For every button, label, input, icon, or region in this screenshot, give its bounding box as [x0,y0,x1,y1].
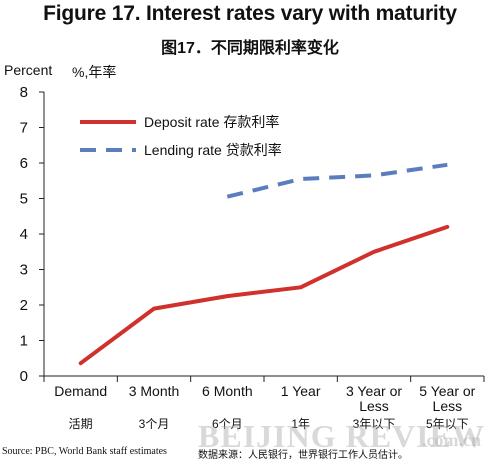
x-tick-label-cn: 活期 [69,417,93,431]
x-tick-label: 5 Year or [419,383,475,399]
y-tick-label: 8 [20,84,28,101]
chart-subtitle: 图17．不同期限利率变化 [161,40,339,57]
x-tick-label: 3 Year or [346,383,402,399]
legend-label-1: Lending rate 贷款利率 [144,142,282,158]
x-tick-label-cn: 3年以下 [353,417,396,431]
x-tick-label-cn: 1年 [291,417,310,431]
source-note: Source: PBC, World Bank staff estimates [2,446,167,457]
x-tick-label-cn: 5年以下 [426,417,469,431]
y-tick-label: 0 [20,368,28,385]
x-tick-label-cn: 3个月 [139,417,170,431]
y-tick-label: 6 [20,155,28,172]
x-tick-label: 1 Year [281,383,321,399]
chart-title: Figure 17. Interest rates vary with matu… [43,2,457,25]
y-tick-label: 2 [20,297,28,314]
y-tick-label: 7 [20,120,28,137]
y-tick-label: 3 [20,262,28,279]
y-axis-label: Percent [4,62,53,78]
legend-label-0: Deposit rate 存款利率 [144,114,279,130]
source-note-cn: 数据来源：人民银行，世界银行工作人员估计。 [198,450,408,461]
series-line-1 [226,162,448,199]
x-tick-label: 6 Month [202,383,253,399]
y-tick-label: 1 [20,333,28,350]
x-tick-label: Demand [54,383,107,399]
x-tick-label: 3 Month [129,383,180,399]
x-tick-label-cn: 6个月 [212,417,243,431]
watermark-suffix: .com.cn [422,430,481,450]
y-axis-label-cn: %,年率 [72,64,117,80]
y-tick-label: 4 [20,226,28,243]
x-tick-label: Less [359,398,389,414]
y-tick-label: 5 [20,191,28,208]
watermark: BEIJING REVIEW [198,418,485,454]
x-tick-label: Less [433,398,463,414]
series-line-0 [78,224,450,366]
